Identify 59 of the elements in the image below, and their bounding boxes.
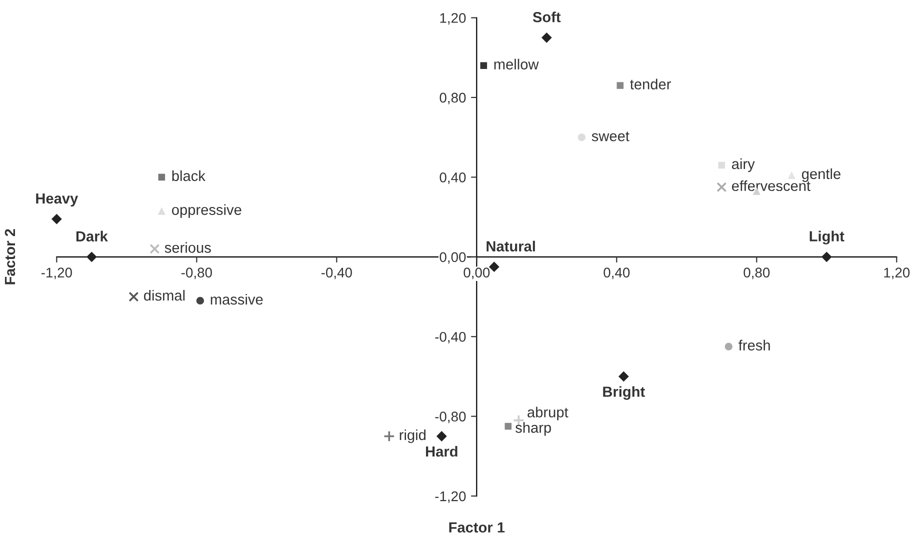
series-label: massive: [210, 294, 263, 305]
series-label: rigid: [400, 429, 426, 444]
point: [436, 431, 447, 442]
point: [488, 262, 500, 272]
y-tick-label: -1,20: [435, 491, 466, 503]
x-tick-label: -0,80: [181, 268, 212, 280]
x-tick-label: 0,00: [464, 268, 490, 280]
y-tick-label: 0,40: [440, 172, 466, 184]
series-label: Hard: [426, 446, 458, 457]
point: [196, 296, 204, 305]
point: [128, 292, 139, 302]
series-label: black: [172, 170, 206, 182]
x-tick-label: -0,40: [321, 268, 352, 280]
x-tick-label: 0,40: [604, 268, 630, 280]
series-label: Heavy: [36, 193, 78, 207]
series-label: serious: [164, 242, 211, 253]
x-tick-label: -1,20: [41, 268, 72, 280]
point: [788, 171, 796, 179]
series-label: mellow: [494, 58, 539, 70]
series-label: abrupt: [528, 406, 568, 420]
point: [51, 214, 62, 224]
series-label: sweet: [592, 132, 630, 142]
y-tick-label: -0,40: [435, 332, 466, 344]
series-label: airy: [732, 158, 755, 172]
series-label: sharp: [516, 422, 551, 436]
x-tick-label: 0,80: [744, 268, 770, 280]
x-axis-title: Factor 1: [449, 522, 505, 533]
y-tick-label: 1,20: [440, 13, 466, 25]
point: [618, 371, 629, 382]
series-label: Dark: [76, 230, 108, 242]
series-label: tender: [630, 78, 671, 90]
series-label: oppressive: [172, 204, 242, 218]
point: [724, 342, 732, 350]
point: [504, 422, 512, 430]
series-label: Light: [810, 230, 844, 244]
point: [158, 174, 166, 181]
point: [578, 134, 586, 142]
point: [158, 207, 166, 215]
point: [716, 182, 727, 192]
point: [86, 252, 97, 262]
point: [383, 430, 395, 442]
series-label: dismal: [144, 290, 185, 301]
point: [821, 252, 832, 262]
y-tick-label: -0,80: [435, 412, 466, 424]
series-label: fresh: [738, 340, 770, 350]
point: [616, 82, 624, 89]
point: [150, 244, 160, 254]
point: [541, 32, 552, 43]
y-tick-label: 0,80: [440, 92, 466, 104]
series-label: Natural: [486, 240, 535, 252]
y-tick-label: 0,00: [440, 252, 466, 264]
point: [480, 62, 488, 69]
series-label: effervescent: [732, 180, 810, 192]
series-label: gentle: [802, 168, 840, 182]
series-label: Bright: [603, 386, 645, 400]
y-axis-title: Factor 2: [4, 229, 16, 284]
x-tick-label: 1,20: [884, 268, 910, 280]
series-label: Soft: [532, 12, 561, 22]
point: [718, 162, 726, 169]
